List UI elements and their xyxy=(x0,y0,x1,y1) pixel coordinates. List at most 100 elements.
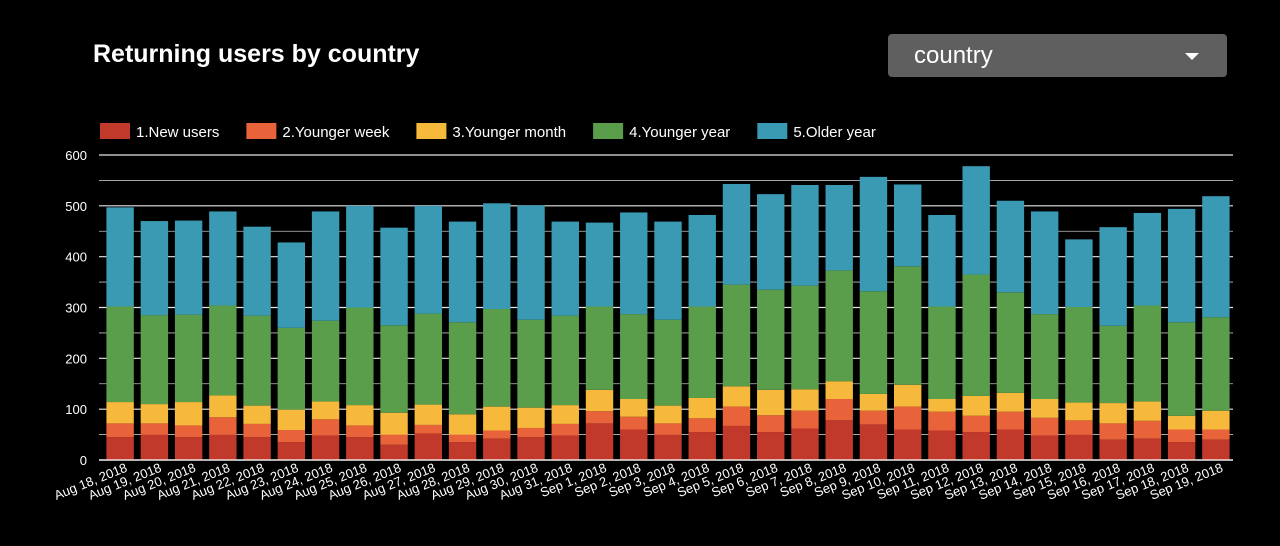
legend-label: 1.New users xyxy=(136,124,219,141)
bar-segment xyxy=(106,423,134,438)
bar-segment xyxy=(585,306,614,390)
bar-segment xyxy=(243,423,271,438)
bar-segment xyxy=(346,405,374,426)
bar-segment xyxy=(1030,314,1059,399)
bar-segment xyxy=(791,428,819,460)
bar-segment xyxy=(1030,417,1059,436)
bar-segment xyxy=(277,409,306,431)
legend-swatch xyxy=(757,123,788,139)
bar-segment xyxy=(996,429,1025,460)
bar-segment xyxy=(620,399,648,417)
bar-segment xyxy=(483,309,511,407)
bar-segment xyxy=(311,401,340,420)
bar-segment xyxy=(346,307,374,406)
bar-segment xyxy=(928,214,956,307)
bar-segment xyxy=(1133,305,1162,402)
bar-segment xyxy=(654,405,682,424)
bar-segment xyxy=(688,214,716,307)
bar-segment xyxy=(346,205,374,308)
bar-segment xyxy=(996,200,1025,293)
bar-segment xyxy=(209,211,237,306)
bar-segment xyxy=(894,184,922,267)
bar-segment xyxy=(928,399,956,412)
legend-swatch xyxy=(416,123,447,139)
bar-segment xyxy=(448,414,477,435)
bar-segment xyxy=(722,386,751,407)
bar-segment xyxy=(962,274,990,396)
bar-segment xyxy=(1202,439,1230,460)
bar-segment xyxy=(517,319,545,408)
bar-segment xyxy=(859,176,888,292)
y-tick-label: 400 xyxy=(65,250,87,265)
bar-segment xyxy=(654,319,682,406)
bar-segment xyxy=(620,429,648,460)
bar-segment xyxy=(1065,402,1093,421)
bar-segment xyxy=(688,418,716,433)
bar-segment xyxy=(996,292,1025,393)
bar-segment xyxy=(448,442,477,460)
bar-segment xyxy=(517,427,545,438)
bar-segment xyxy=(551,221,579,316)
y-tick-label: 300 xyxy=(65,301,87,316)
bar-segment xyxy=(243,226,271,316)
bar-segment xyxy=(311,419,340,436)
bar-segment xyxy=(448,434,477,443)
bar-segment xyxy=(585,389,614,412)
bar-segment xyxy=(277,327,306,410)
bar-segment xyxy=(551,405,579,424)
bar-segment xyxy=(1030,435,1059,460)
bar-segment xyxy=(277,242,306,328)
bar-segment xyxy=(551,423,579,436)
bar-segment xyxy=(277,430,306,443)
bar-segment xyxy=(140,434,169,460)
bar-segment xyxy=(859,424,888,460)
bar-segment xyxy=(791,389,819,411)
bar-segment xyxy=(1167,322,1196,416)
bar-segment xyxy=(962,166,990,275)
bar-segment xyxy=(517,205,545,320)
bar-segment xyxy=(1133,438,1162,460)
bar-segment xyxy=(962,432,990,460)
bar-segment xyxy=(1202,317,1230,411)
bar-segment xyxy=(1167,429,1196,443)
bar-segment xyxy=(791,184,819,286)
bar-segment xyxy=(414,313,442,405)
bar-segment xyxy=(346,425,374,438)
bar-segment xyxy=(962,415,990,433)
chart-title: Returning users by country xyxy=(93,40,420,68)
bar-segment xyxy=(551,315,579,406)
bar-segment xyxy=(928,306,956,399)
bar-segment xyxy=(757,389,785,416)
bar-segment xyxy=(414,433,442,460)
bar-segment xyxy=(380,444,408,460)
bar-segment xyxy=(859,291,888,394)
bar-segment xyxy=(722,183,751,285)
bar-segment xyxy=(996,411,1025,430)
country-dropdown[interactable]: country xyxy=(888,34,1227,77)
bar-segment xyxy=(414,424,442,434)
bar-segment xyxy=(140,221,169,316)
y-tick-label: 600 xyxy=(65,148,87,163)
bar-segment xyxy=(140,404,169,424)
bar-segment xyxy=(209,434,237,460)
bar-segment xyxy=(243,437,271,460)
y-tick-label: 0 xyxy=(80,453,87,468)
chevron-down-icon xyxy=(1185,53,1199,60)
bar-segment xyxy=(825,184,853,271)
bar-segment xyxy=(414,404,442,425)
legend-label: 2.Younger week xyxy=(282,124,390,141)
legend-label: 4.Younger year xyxy=(629,124,730,141)
bar-segment xyxy=(585,411,614,424)
bar-segment xyxy=(688,306,716,398)
dropdown-value: country xyxy=(914,42,993,69)
bar-segment xyxy=(380,227,408,326)
bar-segment xyxy=(483,438,511,460)
bar-segment xyxy=(174,220,203,315)
bar-segment xyxy=(174,437,203,460)
bar-segment xyxy=(620,212,648,315)
bar-segment xyxy=(243,315,271,406)
bar-segment xyxy=(825,381,853,399)
bar-segment xyxy=(1030,399,1059,418)
bar-segment xyxy=(517,407,545,428)
bar-segment xyxy=(106,207,134,307)
